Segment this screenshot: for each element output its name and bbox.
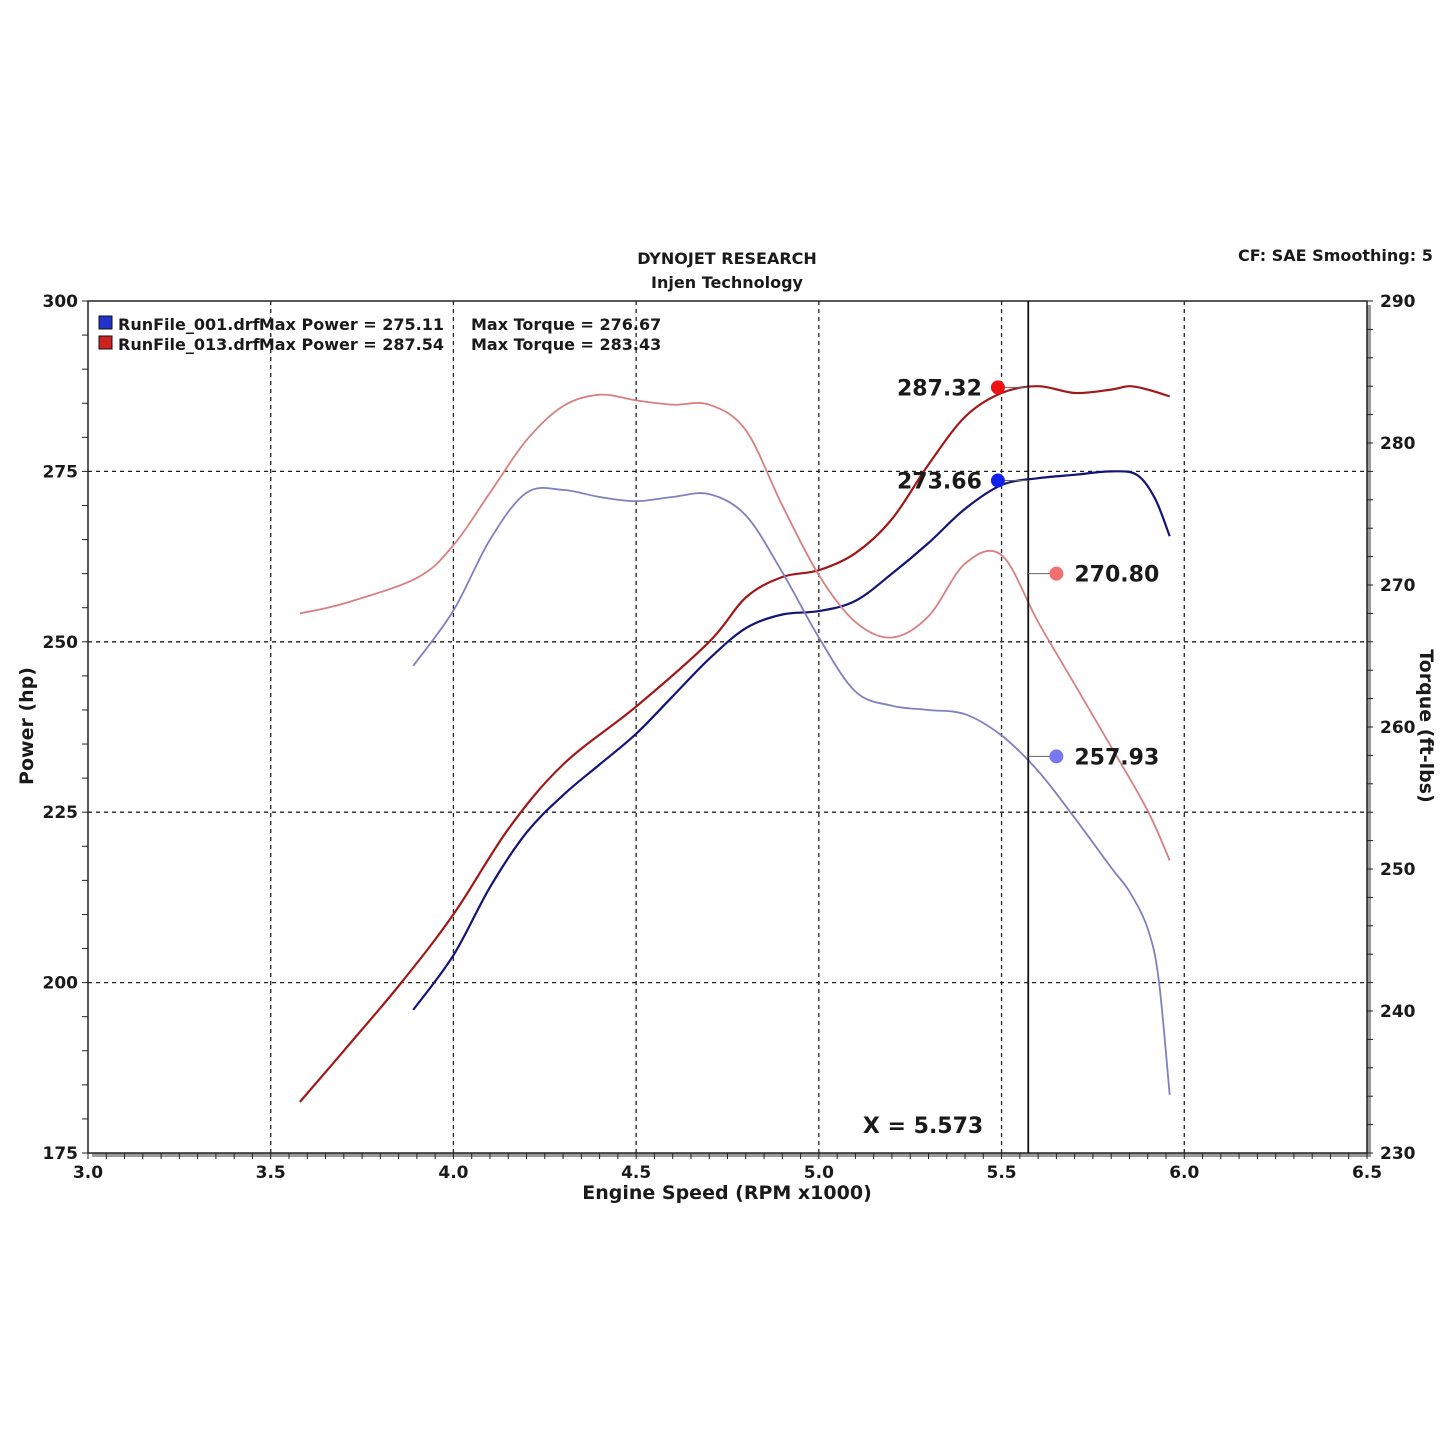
legend-max-torque: Max Torque = 276.67 — [471, 315, 661, 334]
y2-tick-label: 270 — [1380, 576, 1416, 596]
cursor-label: X = 5.573 — [863, 1114, 983, 1139]
y-tick-label: 300 — [43, 292, 79, 312]
y2-tick-label: 260 — [1380, 718, 1416, 738]
legend-file-name: RunFile_001.drf — [118, 315, 261, 334]
y-tick-label: 250 — [43, 633, 79, 653]
correction-info: CF: SAE Smoothing: 5 — [1238, 246, 1433, 265]
plot-background — [87, 300, 1368, 1154]
series-line-power — [412, 470, 1171, 1011]
marker-value-label: 257.93 — [1074, 745, 1159, 770]
y-tick-label: 225 — [43, 803, 79, 823]
marker-dot — [1049, 749, 1064, 764]
x-tick-label: 5.5 — [987, 1163, 1017, 1183]
legend-swatch — [98, 335, 113, 350]
cursor: X = 5.573 — [863, 301, 1030, 1153]
series-lines — [299, 385, 1171, 1103]
chart-subtitle: Injen Technology — [651, 273, 803, 292]
x-axis-title: Engine Speed (RPM x1000) — [582, 1182, 872, 1204]
legend-max-power: Max Power = 275.11 — [259, 315, 444, 334]
plot-area — [87, 300, 1371, 1157]
marker-dot — [1049, 566, 1064, 581]
x-tick-label: 5.0 — [804, 1163, 834, 1183]
y2-axis-title: Torque (ft-lbs) — [1415, 649, 1437, 803]
legend-file-name: RunFile_013.drf — [118, 335, 261, 354]
chart-title: DYNOJET RESEARCH — [637, 249, 817, 268]
series-line-torque — [299, 393, 1171, 861]
x-tick-label: 4.0 — [438, 1163, 468, 1183]
legend: RunFile_001.drf Max Power = 275.11 Max Tor… — [98, 315, 661, 354]
y-axis-title: Power (hp) — [16, 667, 38, 785]
y2-tick-label: 280 — [1380, 434, 1416, 454]
x-tick-label: 3.0 — [73, 1163, 103, 1183]
grid — [88, 301, 1367, 1153]
y-tick-label: 275 — [43, 462, 79, 482]
y2-tick-label: 250 — [1380, 860, 1416, 880]
marker-dot — [990, 380, 1005, 395]
y-tick-label: 175 — [43, 1144, 79, 1164]
axes: 3.0 3.5 4.0 4.5 5.0 5.5 6.0 6.5 175 200 225 250 275 3… — [43, 292, 1416, 1183]
x-tick-label: 6.5 — [1352, 1163, 1382, 1183]
x-tick-label: 3.5 — [256, 1163, 286, 1183]
y2-tick-label: 240 — [1380, 1002, 1416, 1022]
legend-max-power: Max Power = 287.54 — [259, 335, 444, 354]
legend-swatch — [98, 315, 113, 330]
marker-value-label: 273.66 — [897, 470, 982, 495]
y2-tick-label: 230 — [1380, 1144, 1416, 1164]
y-tick-label: 200 — [43, 974, 79, 994]
markers: 287.32 273.66 270.80 257.93 — [897, 376, 1159, 770]
x-tick-label: 6.0 — [1169, 1163, 1199, 1183]
series-line-torque — [412, 487, 1171, 1095]
marker-dot — [990, 473, 1005, 488]
y2-tick-label: 290 — [1380, 292, 1416, 312]
legend-max-torque: Max Torque = 283.43 — [471, 335, 661, 354]
marker-value-label: 270.80 — [1074, 563, 1159, 588]
x-tick-label: 4.5 — [621, 1163, 651, 1183]
marker-value-label: 287.32 — [897, 376, 982, 401]
